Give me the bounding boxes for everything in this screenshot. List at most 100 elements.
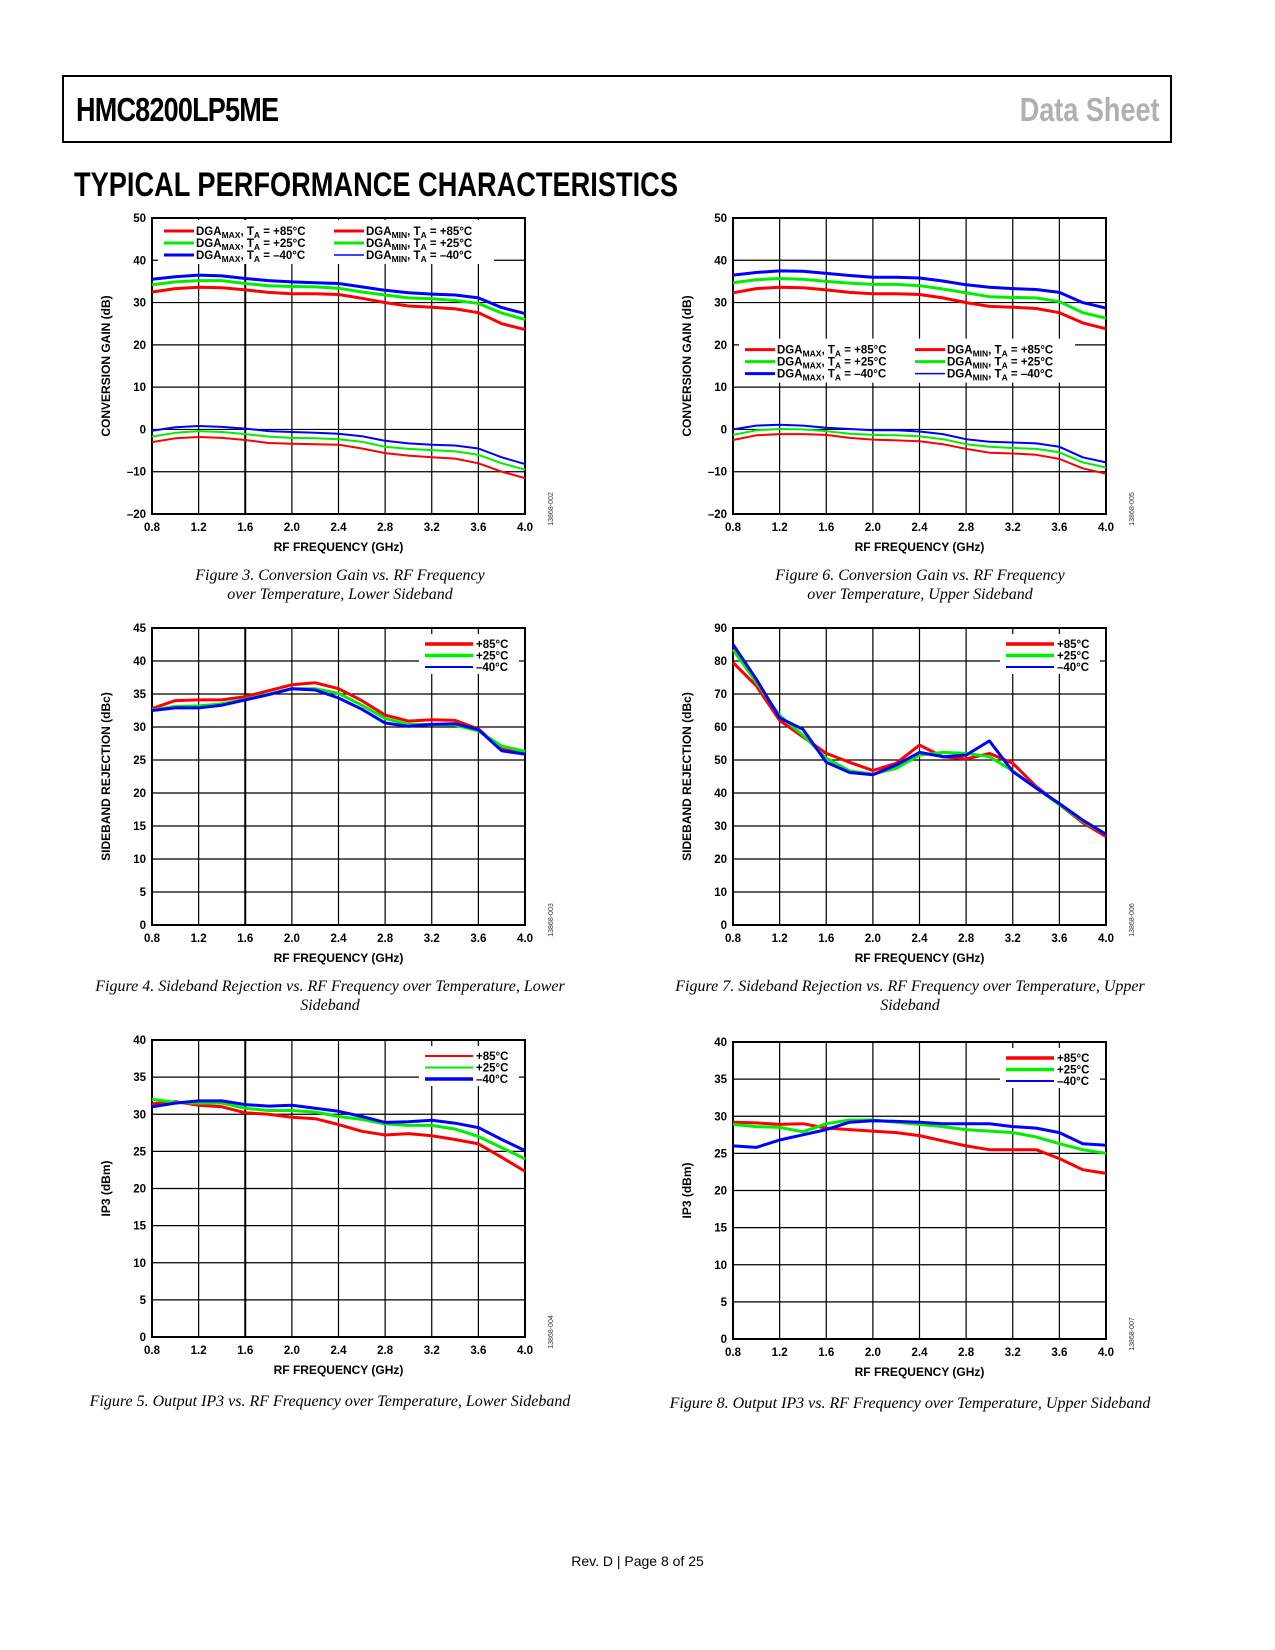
x-tick-label: 2.4: [912, 933, 929, 945]
y-tick-label: 0: [140, 1332, 146, 1344]
series-line: [151, 273, 526, 316]
y-tick-label: 5: [140, 1295, 147, 1307]
y-axis-label: IP3 (dBm): [680, 1162, 694, 1218]
series-line: [151, 1099, 526, 1152]
y-tick-label: 35: [714, 1074, 727, 1086]
x-tick-label: 1.2: [772, 1347, 788, 1359]
x-tick-label: 1.2: [191, 522, 207, 534]
y-tick-label: 20: [714, 340, 727, 352]
series-line: [151, 279, 526, 321]
x-tick-label: 2.4: [331, 522, 348, 534]
x-tick-label: 2.4: [331, 1345, 348, 1357]
x-tick-label: 0.8: [725, 1347, 742, 1359]
y-tick-label: 10: [133, 382, 146, 394]
x-tick-label: 3.6: [1051, 1347, 1067, 1359]
part-number: HMC8200LP5ME: [76, 91, 279, 128]
y-tick-label: 30: [133, 722, 146, 734]
y-axis-label: CONVERSION GAIN (dB): [680, 295, 694, 436]
x-axis-label: RF FREQUENCY (GHz): [274, 1363, 404, 1377]
y-tick-label: 30: [133, 1109, 146, 1121]
x-tick-label: 2.0: [284, 1345, 300, 1357]
x-tick-label: 1.6: [818, 522, 834, 534]
legend-label: +25°C: [1057, 651, 1089, 663]
x-tick-label: 3.2: [1005, 1347, 1021, 1359]
y-tick-label: 25: [133, 1146, 146, 1158]
x-tick-label: 2.4: [912, 1347, 929, 1359]
y-tick-label: 0: [721, 1334, 727, 1346]
x-tick-label: 1.6: [818, 1347, 834, 1359]
caption-fig8: Figure 8. Output IP3 vs. RF Frequency ov…: [650, 1394, 1170, 1413]
x-tick-label: 1.6: [237, 1345, 253, 1357]
series-line: [151, 687, 526, 756]
legend: +85°C+25°C–40°C: [419, 634, 519, 674]
x-tick-label: 0.8: [725, 522, 742, 534]
legend-label: DGAMIN, TA = +85°C: [947, 345, 1053, 359]
caption-line: Figure 6. Conversion Gain vs. RF Frequen…: [775, 567, 1065, 584]
x-tick-label: 3.2: [424, 522, 440, 534]
caption-fig7: Figure 7. Sideband Rejection vs. RF Freq…: [660, 977, 1160, 1015]
x-tick-label: 4.0: [1098, 522, 1114, 534]
x-tick-label: 3.2: [424, 1345, 440, 1357]
x-tick-label: 3.6: [470, 522, 486, 534]
y-tick-label: –20: [708, 509, 727, 521]
x-tick-label: 2.0: [865, 933, 881, 945]
series-line: [732, 1119, 1107, 1149]
figure-id: 13868-002: [548, 492, 555, 526]
x-tick-label: 2.8: [377, 522, 394, 534]
chart-svg: 0.8 1.2 1.6 2.0 2.4 2.8 3.2 3.6 4.0 50 40 30 20 10 0 –1…: [680, 213, 1136, 554]
x-tick-label: 1.2: [772, 933, 788, 945]
x-tick-label: 0.8: [725, 933, 742, 945]
legend-label: DGAMAX, TA = –40°C: [196, 250, 305, 264]
y-axis-label: IP3 (dBm): [99, 1160, 113, 1216]
y-tick-label: 25: [714, 1148, 727, 1160]
section-title: TYPICAL PERFORMANCE CHARACTERISTICS: [74, 166, 678, 204]
x-tick-label: 1.2: [772, 522, 788, 534]
series-line: [732, 428, 1107, 469]
x-axis-label: RF FREQUENCY (GHz): [855, 951, 985, 965]
page-footer: Rev. D | Page 8 of 25: [571, 1553, 704, 1569]
series-line: [151, 430, 526, 471]
plot-frame: [151, 1039, 526, 1338]
y-tick-label: 20: [133, 788, 146, 800]
x-axis-label: RF FREQUENCY (GHz): [855, 540, 985, 554]
x-tick-label: 4.0: [517, 522, 533, 534]
x-tick-label: 3.2: [424, 933, 440, 945]
caption-line: over Temperature, Upper Sideband: [807, 586, 1033, 603]
legend-label: DGAMAX, TA = +85°C: [196, 226, 306, 240]
x-tick-label: 2.4: [331, 933, 348, 945]
x-tick-label: 3.6: [1051, 522, 1067, 534]
document-type: Data Sheet: [1020, 91, 1160, 128]
y-tick-label: 35: [133, 1072, 146, 1084]
y-tick-label: 30: [133, 298, 146, 310]
legend-label: DGAMIN, TA = –40°C: [947, 369, 1053, 383]
figure-id: 13868-006: [1129, 903, 1136, 937]
plot-frame: [151, 217, 526, 515]
caption-line: over Temperature, Lower Sideband: [227, 586, 453, 603]
legend: +85°C+25°C–40°C: [419, 1046, 519, 1086]
x-tick-label: 2.0: [284, 933, 300, 945]
y-tick-label: 0: [721, 920, 727, 932]
caption-line: Figure 4. Sideband Rejection vs. RF Freq…: [95, 978, 565, 995]
series-line: [732, 433, 1107, 475]
y-tick-label: –10: [708, 467, 727, 479]
plot-frame: [732, 217, 1107, 515]
plot-frame: [151, 627, 526, 926]
y-tick-label: 0: [140, 424, 146, 436]
y-tick-label: 40: [714, 1037, 727, 1049]
x-axis-label: RF FREQUENCY (GHz): [274, 540, 404, 554]
caption-line: Figure 8. Output IP3 vs. RF Frequency ov…: [669, 1395, 1151, 1412]
x-tick-label: 2.8: [377, 933, 394, 945]
x-tick-label: 3.6: [1051, 933, 1067, 945]
y-tick-label: 50: [714, 213, 727, 225]
y-tick-label: 5: [140, 887, 147, 899]
series-line: [151, 1100, 526, 1173]
caption-fig5: Figure 5. Output IP3 vs. RF Frequency ov…: [70, 1392, 590, 1411]
y-tick-label: 15: [714, 1223, 727, 1235]
series-line: [732, 269, 1107, 310]
x-tick-label: 2.4: [912, 522, 929, 534]
x-tick-label: 0.8: [144, 522, 161, 534]
legend-label: +85°C: [1057, 639, 1089, 651]
y-tick-label: 30: [714, 298, 727, 310]
series-line: [151, 681, 526, 755]
